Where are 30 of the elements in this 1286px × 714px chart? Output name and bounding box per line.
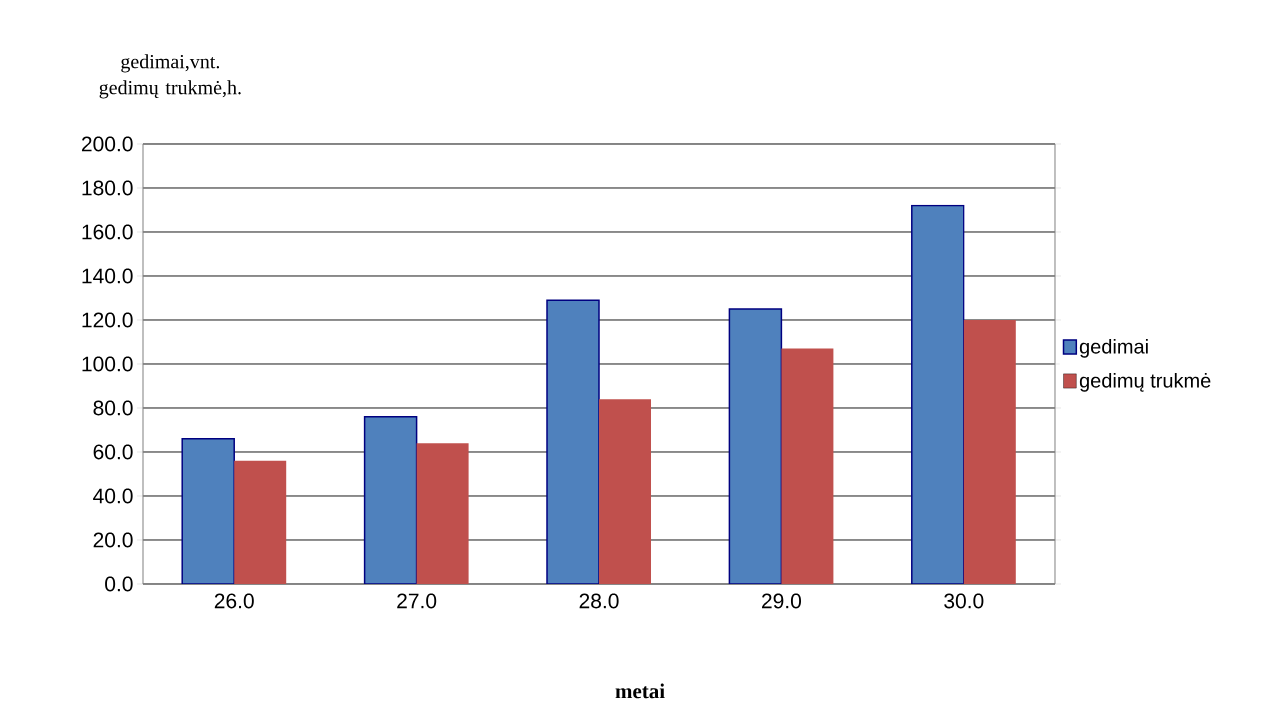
y-tick-label: 20.0: [93, 532, 133, 548]
bar: [781, 348, 834, 584]
y-tick-label: 200.0: [81, 136, 133, 152]
x-axis-title: metai: [615, 683, 665, 699]
y-tick-label: 120.0: [82, 312, 133, 328]
y-tick-label: 60.0: [93, 444, 133, 460]
y-tick-label: 40.0: [93, 488, 133, 504]
bar: [363, 416, 418, 584]
bar: [181, 438, 235, 584]
y-tick-label: 140.0: [82, 268, 133, 284]
y-axis-title: gedimai,vnt. gedimų trukmė,h.: [99, 54, 241, 99]
y-tick-label: 0.0: [105, 576, 133, 592]
bar: [416, 443, 469, 584]
bar: [911, 204, 965, 584]
y-tick-label: 160.0: [82, 224, 133, 240]
x-tick-label: 29.0: [762, 593, 802, 609]
y-tick-label: 100.0: [82, 356, 133, 372]
y-tick-label: 180.0: [82, 180, 133, 196]
bar: [599, 399, 651, 584]
bar: [963, 319, 1016, 584]
x-tick-label: 28.0: [579, 593, 619, 609]
legend-label: gedimai: [1079, 339, 1148, 358]
x-tick-label: 30.0: [944, 593, 984, 609]
bar: [546, 299, 600, 584]
legend-label: gedimų trukmė: [1079, 372, 1211, 392]
bar: [234, 460, 287, 584]
x-tick-label: 26.0: [214, 593, 254, 609]
bar: [728, 308, 783, 584]
x-tick-label: 27.0: [397, 593, 437, 609]
y-tick-label: 80.0: [93, 400, 133, 416]
